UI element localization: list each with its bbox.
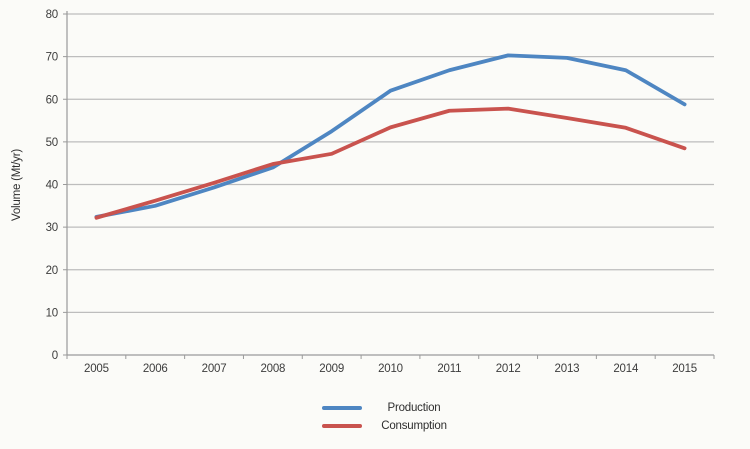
y-tick-label: 50: [46, 137, 58, 149]
legend: Production Consumption: [322, 400, 466, 433]
y-tick-label: 80: [46, 9, 58, 21]
y-tick-label: 70: [46, 52, 58, 64]
consumption-line-swatch: [322, 423, 362, 428]
x-tick-label: 2009: [319, 363, 344, 375]
y-tick-label: 60: [46, 94, 58, 106]
y-tick-label: 10: [46, 307, 58, 319]
y-tick-label: 40: [46, 180, 58, 192]
legend-label-consumption: Consumption: [381, 419, 447, 432]
legend-item-consumption: Consumption: [322, 418, 466, 433]
legend-item-production: Production: [322, 400, 466, 415]
x-tick-label: 2010: [378, 363, 403, 375]
y-axis-title: Volume (Mt/yr): [11, 149, 23, 221]
x-tick-label: 2005: [84, 363, 109, 375]
legend-label-production: Production: [387, 401, 441, 414]
x-tick-label: 2006: [143, 363, 168, 375]
x-tick-label: 2008: [260, 363, 285, 375]
x-tick-label: 2015: [672, 363, 697, 375]
production-line: [94, 53, 687, 219]
y-tick-label: 20: [46, 265, 58, 277]
x-tick-label: 2011: [437, 363, 461, 375]
y-tick-label: 0: [52, 350, 58, 362]
x-tick-label: 2013: [555, 363, 580, 375]
x-tick-label: 2012: [496, 363, 521, 375]
x-tick-label: 2014: [613, 363, 639, 375]
x-tick-label: 2007: [202, 363, 227, 375]
production-line-swatch: [322, 405, 362, 410]
y-tick-label: 30: [46, 222, 58, 234]
consumption-line: [94, 106, 687, 220]
